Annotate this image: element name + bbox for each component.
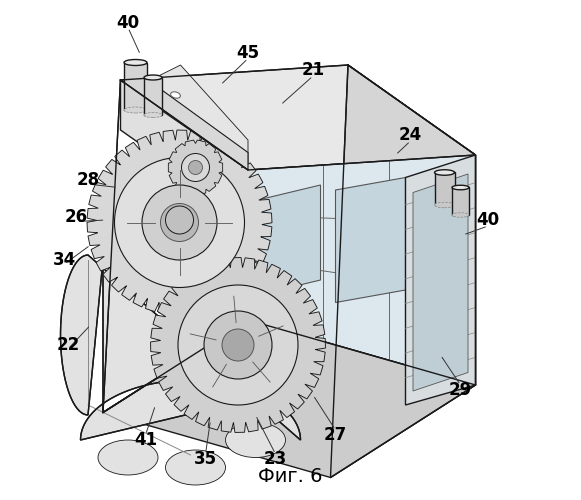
Ellipse shape bbox=[98, 440, 158, 475]
Circle shape bbox=[142, 185, 217, 260]
Text: 27: 27 bbox=[324, 426, 347, 444]
Text: 40: 40 bbox=[116, 14, 139, 32]
Bar bbox=[144, 78, 162, 115]
Text: 28: 28 bbox=[77, 171, 99, 189]
Polygon shape bbox=[168, 140, 223, 195]
Ellipse shape bbox=[144, 75, 162, 80]
Circle shape bbox=[222, 329, 254, 361]
Bar bbox=[124, 62, 147, 110]
Text: 40: 40 bbox=[476, 211, 500, 229]
Ellipse shape bbox=[452, 185, 469, 190]
Circle shape bbox=[114, 158, 245, 288]
Circle shape bbox=[188, 160, 203, 174]
Text: 45: 45 bbox=[236, 44, 260, 62]
Circle shape bbox=[160, 204, 199, 242]
Circle shape bbox=[204, 311, 272, 379]
Circle shape bbox=[166, 206, 193, 234]
Bar bbox=[452, 188, 469, 215]
Bar bbox=[435, 172, 454, 205]
Ellipse shape bbox=[144, 112, 162, 117]
Polygon shape bbox=[120, 65, 475, 170]
Circle shape bbox=[181, 154, 210, 182]
Polygon shape bbox=[103, 320, 475, 478]
Polygon shape bbox=[60, 255, 300, 440]
Text: 35: 35 bbox=[194, 450, 217, 468]
Text: 34: 34 bbox=[53, 251, 76, 269]
Ellipse shape bbox=[124, 60, 147, 66]
Polygon shape bbox=[248, 155, 475, 385]
Text: 21: 21 bbox=[302, 61, 325, 79]
Text: 41: 41 bbox=[134, 431, 157, 449]
Ellipse shape bbox=[166, 450, 225, 485]
Ellipse shape bbox=[124, 107, 147, 113]
Text: Фиг. 6: Фиг. 6 bbox=[258, 467, 323, 486]
Polygon shape bbox=[406, 155, 475, 405]
Text: 29: 29 bbox=[449, 381, 472, 399]
Circle shape bbox=[178, 285, 298, 405]
Polygon shape bbox=[120, 80, 248, 220]
Ellipse shape bbox=[171, 92, 180, 98]
Polygon shape bbox=[413, 174, 468, 391]
Polygon shape bbox=[150, 65, 248, 170]
Polygon shape bbox=[141, 80, 248, 170]
Text: 24: 24 bbox=[399, 126, 422, 144]
Ellipse shape bbox=[435, 202, 454, 207]
Text: 23: 23 bbox=[264, 450, 287, 468]
Ellipse shape bbox=[452, 213, 469, 217]
Polygon shape bbox=[87, 130, 272, 315]
Polygon shape bbox=[150, 258, 325, 432]
Text: 26: 26 bbox=[65, 208, 88, 226]
Ellipse shape bbox=[435, 170, 454, 175]
Polygon shape bbox=[335, 178, 406, 302]
Text: 22: 22 bbox=[56, 336, 80, 354]
Polygon shape bbox=[258, 185, 321, 295]
Polygon shape bbox=[331, 65, 475, 478]
Ellipse shape bbox=[225, 422, 285, 458]
